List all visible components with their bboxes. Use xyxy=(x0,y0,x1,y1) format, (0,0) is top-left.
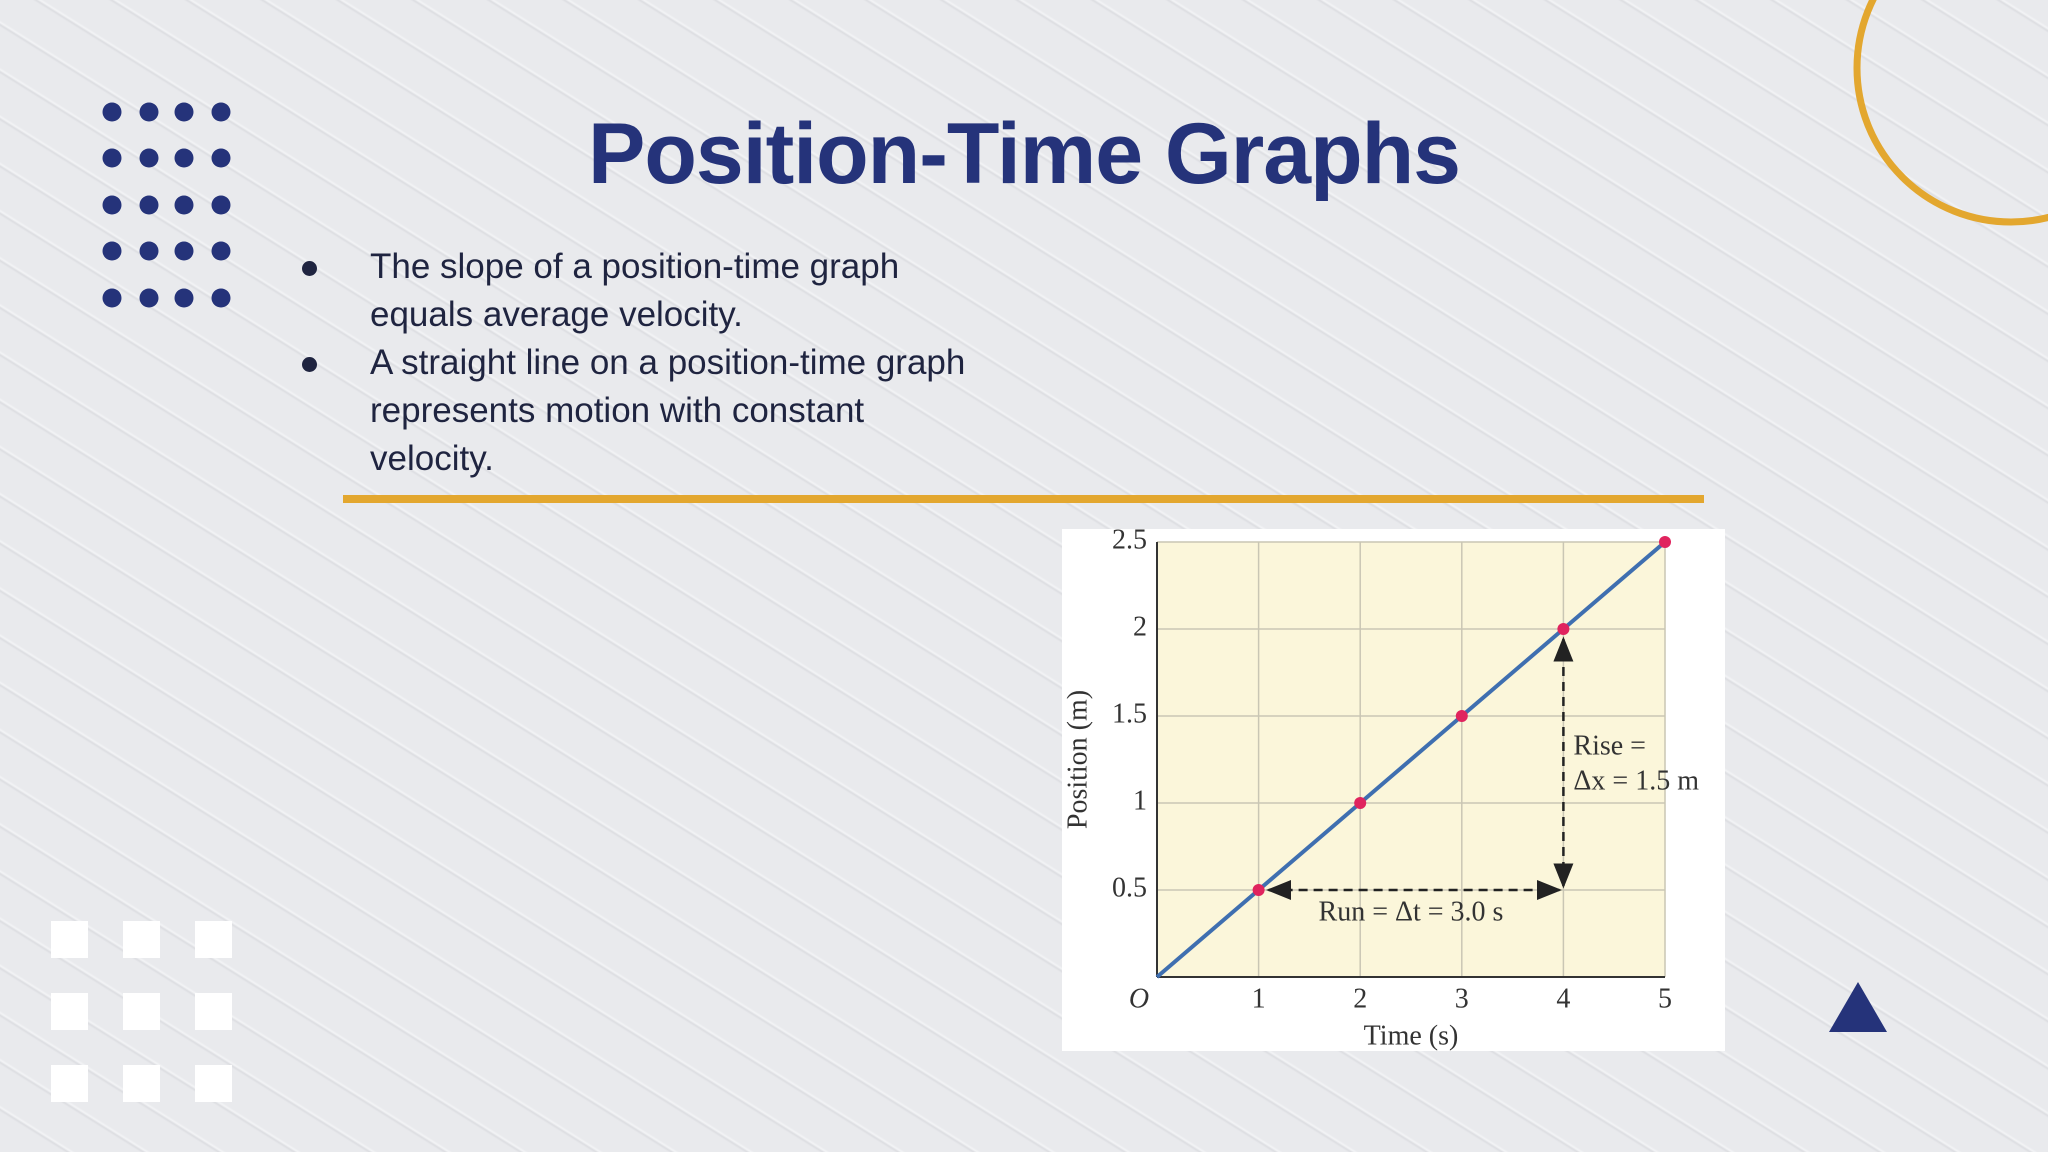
bullet: A straight line on a position-time graph… xyxy=(300,339,980,483)
dot xyxy=(102,148,122,168)
square xyxy=(123,993,160,1030)
dot xyxy=(102,102,122,122)
dot-grid xyxy=(102,102,231,308)
dot xyxy=(174,241,194,261)
dot xyxy=(211,288,231,308)
x-tick-label: 5 xyxy=(1658,983,1672,1014)
dot xyxy=(211,241,231,261)
dot xyxy=(139,102,159,122)
square xyxy=(51,921,88,958)
dot xyxy=(102,241,122,261)
divider xyxy=(343,495,1704,503)
dot xyxy=(174,288,194,308)
x-tick-label: 4 xyxy=(1556,983,1570,1014)
square xyxy=(51,1065,88,1102)
dot xyxy=(211,195,231,215)
dot xyxy=(174,102,194,122)
y-tick-label: 1 xyxy=(1133,785,1147,816)
triangle xyxy=(1829,982,1887,1032)
y-axis-label: Position (m) xyxy=(1062,690,1093,829)
x-tick-label: O xyxy=(1129,983,1149,1014)
x-tick-label: 3 xyxy=(1455,983,1469,1014)
square xyxy=(195,921,232,958)
y-tick-label: 0.5 xyxy=(1112,872,1147,903)
dot xyxy=(139,195,159,215)
dot xyxy=(174,195,194,215)
square xyxy=(195,993,232,1030)
dot xyxy=(139,241,159,261)
square-grid xyxy=(51,921,232,1102)
data-point xyxy=(1557,623,1570,635)
x-tick-label: 1 xyxy=(1252,983,1266,1014)
dot xyxy=(211,102,231,122)
square xyxy=(123,921,160,958)
dot xyxy=(139,288,159,308)
annotation: Δx = 1.5 m xyxy=(1573,765,1699,796)
data-point xyxy=(1252,884,1265,896)
x-axis-label: Time (s) xyxy=(1364,1020,1459,1051)
data-point xyxy=(1354,797,1367,809)
square xyxy=(195,1065,232,1102)
dot xyxy=(139,148,159,168)
dot xyxy=(174,148,194,168)
bullet: The slope of a position-time graph equal… xyxy=(300,243,980,339)
annotation: Run = Δt = 3.0 s xyxy=(1319,896,1504,927)
square xyxy=(51,993,88,1030)
orange-ring xyxy=(1853,0,2048,226)
dot xyxy=(102,288,122,308)
slide-title: Position-Time Graphs xyxy=(588,106,1461,202)
data-point xyxy=(1659,536,1671,548)
square xyxy=(123,1065,160,1102)
x-tick-label: 2 xyxy=(1353,983,1367,1014)
series-line xyxy=(1155,540,1667,979)
annotation: Rise = xyxy=(1573,730,1646,761)
y-tick-label: 2 xyxy=(1133,611,1147,642)
dot xyxy=(102,195,122,215)
bullet-list: The slope of a position-time graph equal… xyxy=(300,243,980,483)
y-tick-label: 2.5 xyxy=(1112,524,1147,555)
dot xyxy=(211,148,231,168)
data-point xyxy=(1455,710,1468,722)
y-tick-label: 1.5 xyxy=(1112,698,1147,729)
chart: O 1 2 3 4 5 0.5 1 1.5 2 2.5 Time (s) Position (m) Run… xyxy=(1062,524,1699,1051)
